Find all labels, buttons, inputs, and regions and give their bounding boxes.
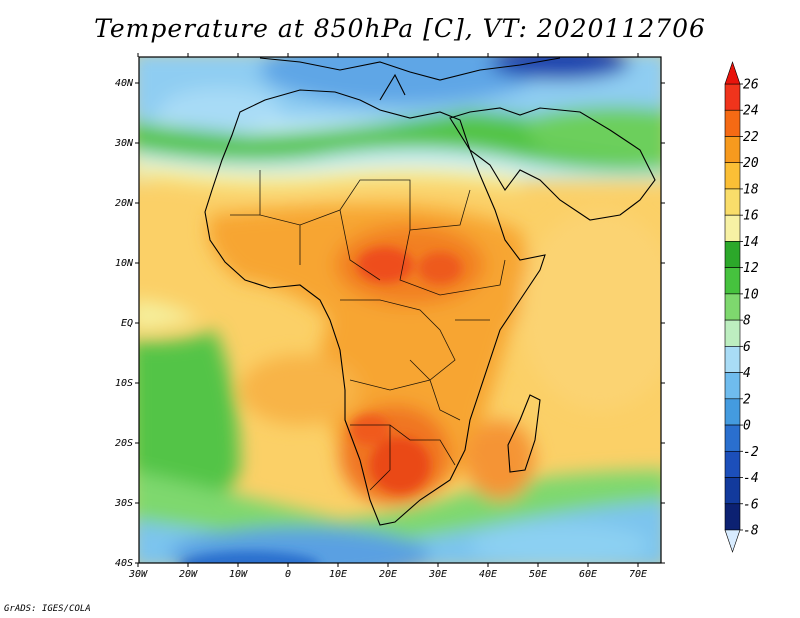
axis-ticks <box>135 53 665 567</box>
colorbar-swatch <box>724 267 741 295</box>
colorbar-max-arrow <box>724 61 741 85</box>
colorbar-level-label: 22 <box>743 130 759 145</box>
colorbar-level-label: -2 <box>743 445 759 460</box>
colorbar-swatch <box>724 503 741 531</box>
lat-tick-label: 10N <box>115 258 134 269</box>
country-borders <box>230 170 506 491</box>
lat-tick-label: EQ <box>121 318 133 329</box>
lon-tick-label: 20E <box>379 569 397 580</box>
lat-tick-label: 20S <box>115 438 133 449</box>
lon-tick-label: 20W <box>179 569 198 580</box>
colorbar-level-label: 4 <box>743 366 751 381</box>
lon-tick-label: 50E <box>529 569 547 580</box>
lat-tick-label: 40N <box>115 78 134 89</box>
colorbar-swatch <box>724 450 741 478</box>
colorbar-swatch <box>724 398 741 426</box>
colorbar-swatch <box>724 293 741 321</box>
colorbar-swatch <box>724 136 741 164</box>
chart-title: Temperature at 850hPa [C], VT: 202011270… <box>94 14 706 43</box>
colorbar-level-label: -4 <box>743 471 759 486</box>
colorbar-level-label: 24 <box>743 104 759 119</box>
colorbar-level-label: 16 <box>743 209 759 224</box>
temperature-field <box>139 57 661 563</box>
colorbar-level-label: 6 <box>743 340 751 355</box>
lon-tick-label: 0 <box>285 569 291 580</box>
colorbar-level-label: 18 <box>743 182 759 197</box>
lat-tick-label: 20N <box>115 198 134 209</box>
colorbar-level-label: 12 <box>743 261 759 276</box>
credit-label: GrADS: IGES/COLA <box>4 604 91 614</box>
colorbar-level-label: -8 <box>743 524 759 539</box>
colorbar-swatch <box>724 241 741 268</box>
colorbar-level-label: 10 <box>743 287 759 302</box>
colorbar-level-label: 20 <box>743 156 759 171</box>
colorbar-swatch <box>724 109 741 137</box>
colorbar-swatch <box>724 83 741 111</box>
colorbar-swatch <box>724 477 741 505</box>
lat-axis: 40N 30N 20N 10N EQ 10S 20S 30S 40S <box>114 78 134 569</box>
lat-tick-label: 30S <box>114 498 133 509</box>
plot-frame <box>138 56 662 564</box>
colorbar-swatch <box>724 372 741 400</box>
lon-axis: 30W 20W 10W 0 10E 20E 30E 40E 50E 60E 70E <box>128 569 647 580</box>
lon-tick-label: 30E <box>428 569 447 580</box>
colorbar-swatch <box>724 162 741 190</box>
coastline <box>204 57 656 526</box>
colorbar-swatch <box>724 319 741 347</box>
lon-tick-label: 10E <box>329 569 347 580</box>
lat-tick-label: 10S <box>115 378 133 389</box>
lon-tick-label: 30W <box>128 569 148 580</box>
colorbar-swatch <box>724 188 741 216</box>
lon-tick-label: 70E <box>629 569 647 580</box>
colorbar-level-label: -6 <box>743 497 759 512</box>
colorbar-level-label: 8 <box>743 314 751 329</box>
lon-tick-label: 40E <box>479 569 497 580</box>
colorbar-swatch <box>724 214 741 242</box>
colorbar-level-label: 14 <box>743 235 759 250</box>
colorbar-level-label: 26 <box>743 78 759 93</box>
lon-tick-label: 10W <box>229 569 248 580</box>
lat-tick-label: 40S <box>115 558 133 569</box>
colorbar-min-arrow <box>724 529 741 553</box>
colorbar-swatch <box>724 346 741 373</box>
colorbar-swatch <box>724 424 741 452</box>
colorbar-level-label: 2 <box>743 392 751 407</box>
colorbar-level-label: 0 <box>743 419 751 434</box>
lon-tick-label: 60E <box>579 569 597 580</box>
lat-tick-label: 30N <box>114 138 134 149</box>
